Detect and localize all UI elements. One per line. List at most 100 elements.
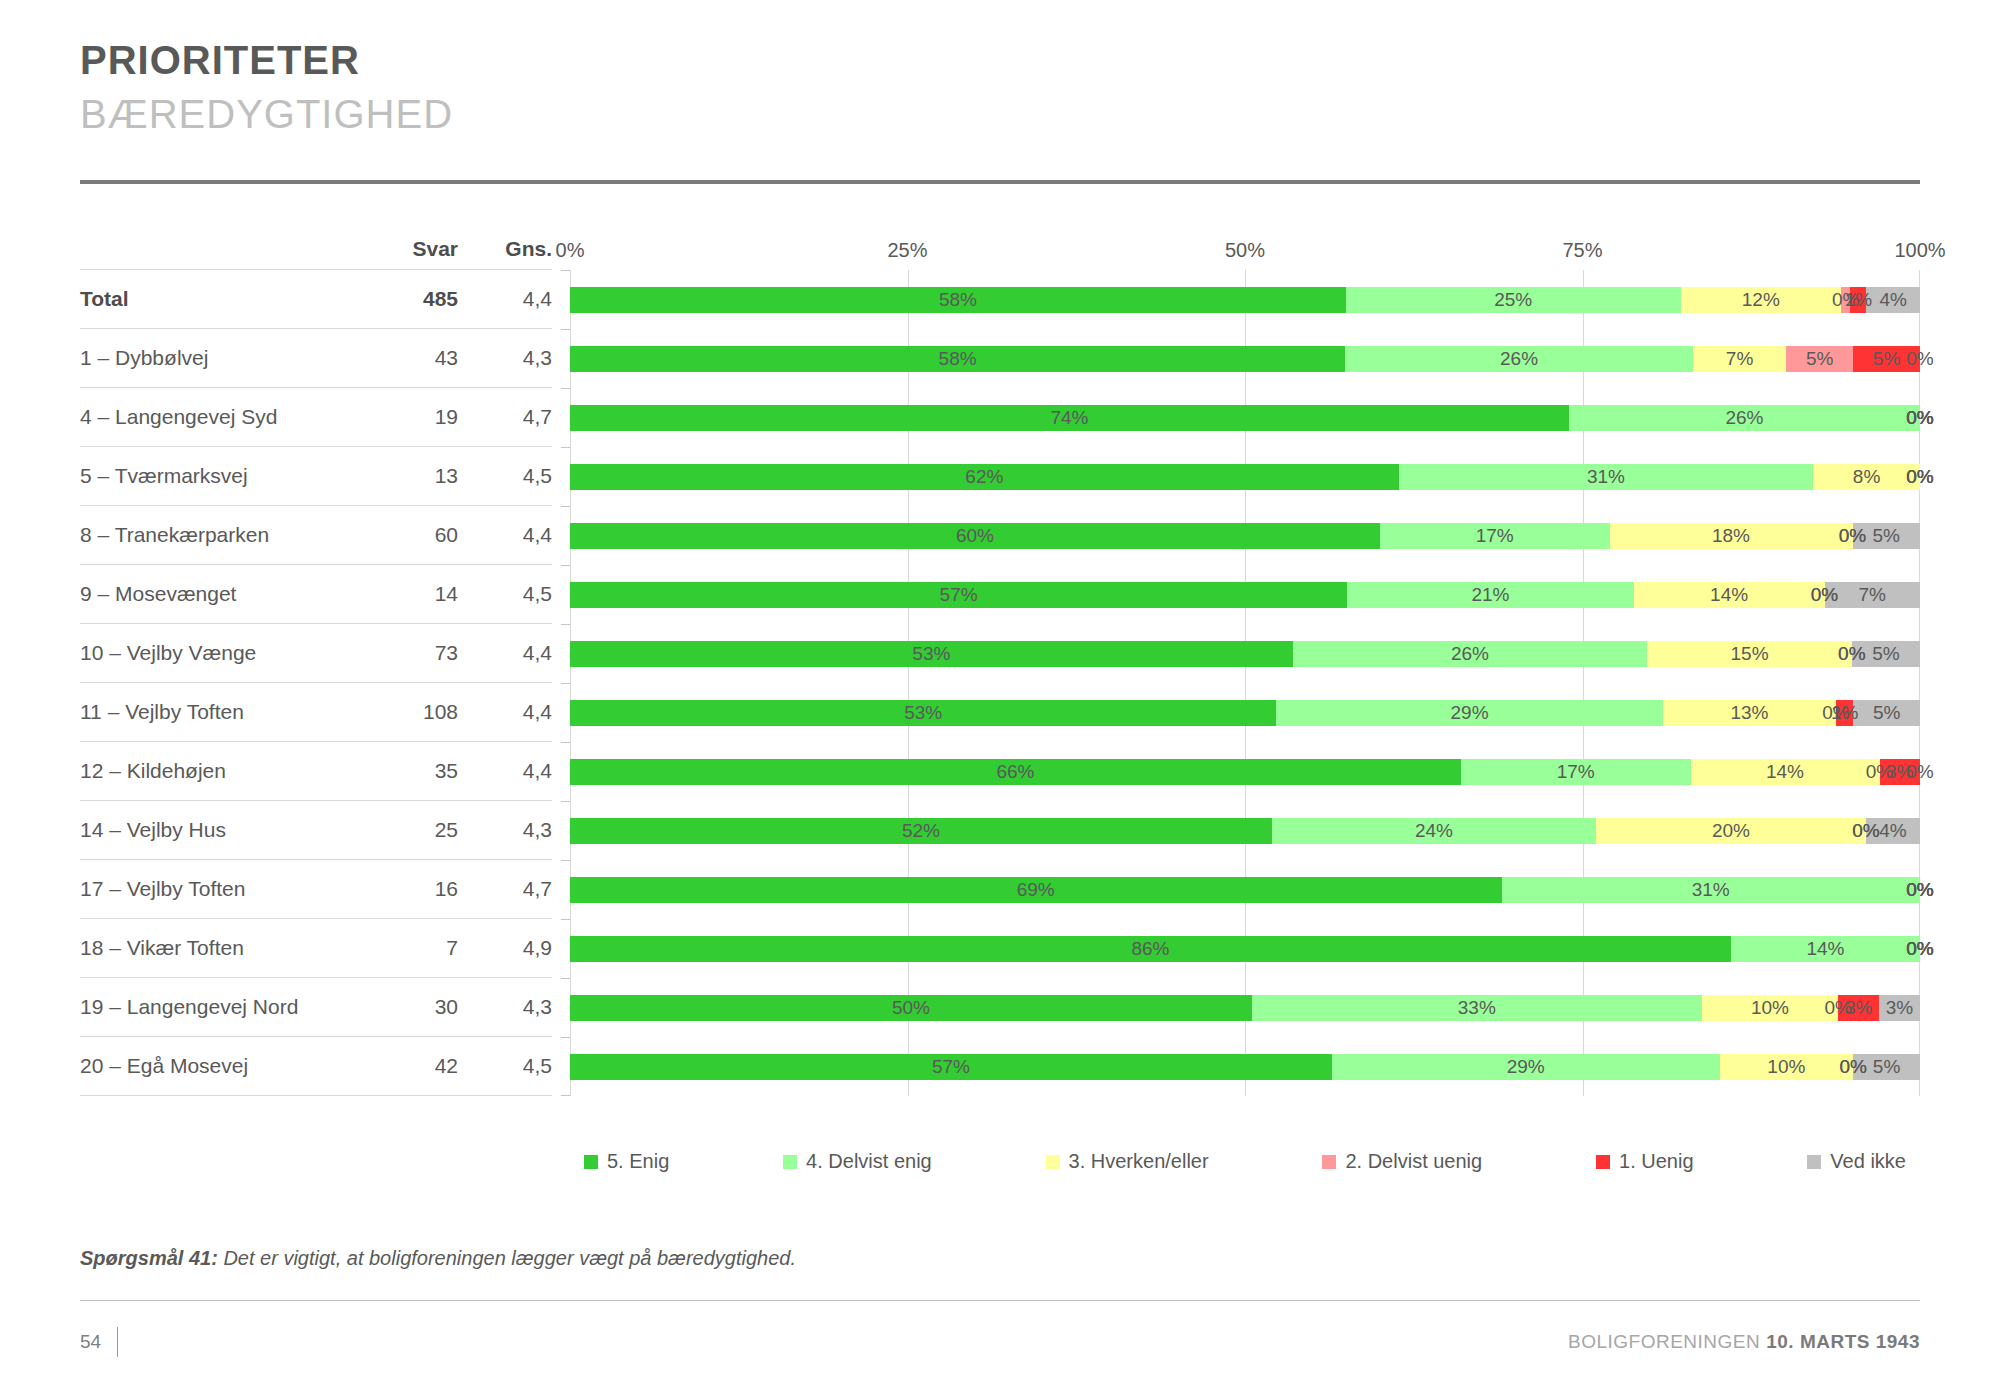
row-label: 19 – Langengevej Nord <box>80 995 380 1019</box>
row-gns-value: 4,7 <box>458 405 552 429</box>
stacked-bar: 57%21%14%0%0%7% <box>570 582 1920 608</box>
bar-segment: 5% <box>1853 523 1921 549</box>
legend-swatch <box>1322 1155 1336 1169</box>
legend-swatch <box>1046 1155 1060 1169</box>
bar-segment: 69% <box>570 877 1502 903</box>
bar-segment-label: 13% <box>1730 702 1768 724</box>
table-row: 11 – Vejlby Toften 108 4,4 53%29%13%0%1%… <box>80 683 1920 742</box>
footer-date: 10. MARTS 1943 <box>1766 1331 1920 1352</box>
gns-column-header: Gns. <box>458 237 552 261</box>
stacked-bar: 86%14%0%0%0%0% <box>570 936 1920 962</box>
row-label: 1 – Dybbølvej <box>80 346 380 370</box>
row-bar-area: 52%24%20%0%0%4% <box>570 801 1920 860</box>
bar-segment: 7% <box>1693 346 1787 372</box>
bar-segment: 57% <box>570 1054 1332 1080</box>
bar-segment: 4% <box>1866 287 1920 313</box>
row-gns-value: 4,4 <box>458 641 552 665</box>
bar-segment-label: 10% <box>1751 997 1789 1019</box>
footer-org: BOLIGFORENINGEN <box>1568 1331 1760 1352</box>
bar-segment-label: 8% <box>1853 466 1880 488</box>
survey-chart: Svar Gns. 0%25%50%75%100% Total 485 4,4 … <box>80 230 1920 1173</box>
bar-segment-label: 74% <box>1050 407 1088 429</box>
bar-segment: 10% <box>1720 1054 1854 1080</box>
row-svar-value: 485 <box>380 287 458 311</box>
row-gns-value: 4,5 <box>458 1054 552 1078</box>
row-left-cells: 5 – Tværmarksvej 13 4,5 <box>80 447 552 506</box>
row-svar-value: 14 <box>380 582 458 606</box>
bar-segment-label: 60% <box>956 525 994 547</box>
legend-swatch <box>584 1155 598 1169</box>
row-bar-area: 58%25%12%0%1%4% <box>570 270 1920 329</box>
bar-segment: 26% <box>1345 346 1693 372</box>
bar-segment-label: 10% <box>1767 1056 1805 1078</box>
row-svar-value: 19 <box>380 405 458 429</box>
row-left-cells: 10 – Vejlby Vænge 73 4,4 <box>80 624 552 683</box>
x-axis-tick-label: 75% <box>1562 239 1602 262</box>
row-label: 4 – Langengevej Syd <box>80 405 380 429</box>
row-bar-area: 62%31%8%0%0%0% <box>570 447 1920 506</box>
bar-segment: 7% <box>1825 582 1920 608</box>
row-gns-value: 4,4 <box>458 523 552 547</box>
row-left-cells: 17 – Vejlby Toften 16 4,7 <box>80 860 552 919</box>
bar-segment: 14% <box>1634 582 1825 608</box>
bar-segment-label: 15% <box>1731 643 1769 665</box>
bar-segment-label: 4% <box>1879 820 1906 842</box>
bar-segment: 1% <box>1850 287 1866 313</box>
table-row: 5 – Tværmarksvej 13 4,5 62%31%8%0%0%0% <box>80 447 1920 506</box>
row-svar-value: 43 <box>380 346 458 370</box>
row-label: 11 – Vejlby Toften <box>80 700 380 724</box>
bar-segment-label: 29% <box>1451 702 1489 724</box>
table-row: 4 – Langengevej Syd 19 4,7 74%26%0%0%0%0… <box>80 388 1920 447</box>
row-svar-value: 25 <box>380 818 458 842</box>
table-row: 14 – Vejlby Hus 25 4,3 52%24%20%0%0%4% <box>80 801 1920 860</box>
table-row: 20 – Egå Mosevej 42 4,5 57%29%10%0%0%5% <box>80 1037 1920 1096</box>
row-label: 9 – Mosevænget <box>80 582 380 606</box>
row-gns-value: 4,3 <box>458 818 552 842</box>
bar-segment-label: 5% <box>1872 643 1899 665</box>
table-row: 17 – Vejlby Toften 16 4,7 69%31%0%0%0%0% <box>80 860 1920 919</box>
bar-segment-label: 26% <box>1725 407 1763 429</box>
bar-segment-label: 52% <box>902 820 940 842</box>
bar-segment-label: 31% <box>1587 466 1625 488</box>
bar-segment-label: 25% <box>1494 289 1532 311</box>
bar-segment-label: 5% <box>1806 348 1833 370</box>
row-gns-value: 4,3 <box>458 346 552 370</box>
bar-segment-label: 20% <box>1712 820 1750 842</box>
bar-segment-label: 5% <box>1873 348 1900 370</box>
bar-segment-label: 86% <box>1131 938 1169 960</box>
legend-item: Ved ikke <box>1807 1150 1906 1173</box>
bar-segment-label: 3% <box>1845 997 1872 1019</box>
bar-segment: 5% <box>1786 346 1853 372</box>
bar-segment-label: 7% <box>1859 584 1886 606</box>
bar-segment: 10% <box>1702 995 1838 1021</box>
legend-label: 3. Hverken/eller <box>1069 1150 1209 1173</box>
bar-segment: 17% <box>1461 759 1691 785</box>
bar-segment: 31% <box>1399 464 1813 490</box>
stacked-bar: 53%29%13%0%1%5% <box>570 700 1920 726</box>
bar-segment: 66% <box>570 759 1461 785</box>
row-svar-value: 30 <box>380 995 458 1019</box>
chart-header-row: Svar Gns. 0%25%50%75%100% <box>80 230 1920 270</box>
bar-segment-label: 53% <box>904 702 942 724</box>
bar-segment-label: 57% <box>932 1056 970 1078</box>
row-left-cells: 14 – Vejlby Hus 25 4,3 <box>80 801 552 860</box>
bar-segment: 25% <box>1346 287 1680 313</box>
legend-item: 2. Delvist uenig <box>1322 1150 1482 1173</box>
bar-segment: 24% <box>1272 818 1596 844</box>
legend-swatch <box>1596 1155 1610 1169</box>
footer-divider <box>80 1300 1920 1301</box>
bar-segment: 29% <box>1276 700 1662 726</box>
bar-segment-label: 31% <box>1692 879 1730 901</box>
bar-segment: 13% <box>1663 700 1836 726</box>
stacked-bar: 74%26%0%0%0%0% <box>570 405 1920 431</box>
legend-item: 3. Hverken/eller <box>1046 1150 1209 1173</box>
row-label: 8 – Tranekærparken <box>80 523 380 547</box>
row-gns-value: 4,4 <box>458 759 552 783</box>
row-gns-value: 4,3 <box>458 995 552 1019</box>
page-title: PRIORITETER <box>80 40 1920 80</box>
table-row: 18 – Vikær Toften 7 4,9 86%14%0%0%0%0% <box>80 919 1920 978</box>
page-subtitle: BÆREDYGTIGHED <box>80 94 1920 134</box>
bar-segment: 14% <box>1731 936 1920 962</box>
legend-item: 1. Uenig <box>1596 1150 1694 1173</box>
question-number: Spørgsmål 41: <box>80 1247 218 1269</box>
